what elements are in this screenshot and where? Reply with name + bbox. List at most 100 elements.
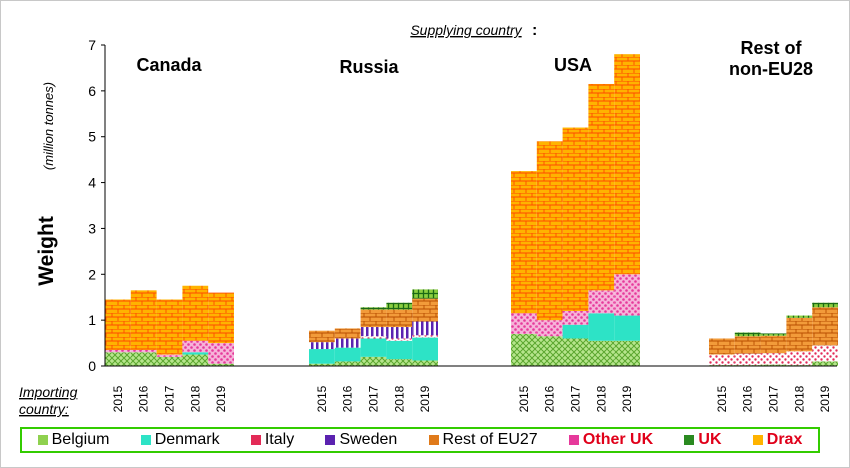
x-tick-label: 2015 bbox=[111, 385, 125, 412]
supplying-country-header: Supplying country bbox=[410, 22, 522, 38]
legend-item-uk: UK bbox=[684, 431, 722, 449]
bar-segment-other-uk bbox=[562, 310, 589, 325]
x-tick-label: 2018 bbox=[392, 385, 406, 412]
bar-segment-belgium bbox=[156, 356, 183, 366]
bar-segment-rest-of-eu27 bbox=[309, 330, 335, 343]
x-tick-label: 2017 bbox=[163, 385, 177, 412]
bar-segment-rest-of-eu27 bbox=[734, 336, 761, 354]
bar-segment-denmark bbox=[334, 347, 361, 362]
legend-swatch bbox=[684, 435, 695, 445]
bar-segment-belgium bbox=[536, 336, 563, 366]
x-tick-label: 2019 bbox=[418, 385, 432, 412]
bar-segment-belgium bbox=[208, 363, 234, 366]
bar-segment-belgium bbox=[386, 359, 413, 366]
legend-label: Denmark bbox=[154, 431, 220, 448]
x-axis-labels: 2015 2016 2017 2018 2019 2015 2016 2017 2018 2019… bbox=[111, 385, 832, 412]
legend-item-rest-of-eu27: Rest of EU27 bbox=[428, 431, 538, 449]
group-label-russia: Russia bbox=[339, 57, 399, 77]
bar-segment-sweden bbox=[360, 327, 387, 337]
legend-label: Belgium bbox=[51, 431, 110, 448]
bar-segment-sweden bbox=[334, 338, 361, 348]
bar-segment-italy bbox=[386, 338, 413, 341]
bar-segment-drax bbox=[130, 290, 157, 350]
bar-segment-italy bbox=[360, 336, 387, 339]
y-tick-label: 1 bbox=[88, 312, 96, 328]
bar-segment-uk bbox=[386, 302, 413, 310]
legend-item-denmark: Denmark bbox=[140, 431, 220, 449]
x-tick-label: 2019 bbox=[620, 385, 634, 412]
bar-segment-other-uk bbox=[130, 349, 157, 353]
group-label-rest-of-non-eu28: Rest of bbox=[740, 38, 802, 58]
bar-segment-drax bbox=[511, 171, 537, 314]
bar-segment-belgium bbox=[562, 338, 589, 366]
x-tick-label: 2016 bbox=[137, 385, 151, 412]
bar-segment-other-uk bbox=[208, 343, 234, 364]
y-tick-label: 7 bbox=[88, 37, 96, 53]
bar-segment-denmark bbox=[309, 349, 335, 364]
bar-segment-rest-of-eu27 bbox=[334, 328, 361, 339]
legend-label: Italy bbox=[264, 431, 295, 448]
bar-segment-rest-of-eu27 bbox=[786, 317, 813, 352]
y-tick-label: 3 bbox=[88, 220, 96, 236]
bar-segment-drax bbox=[588, 83, 615, 291]
x-tick-label: 2015 bbox=[517, 385, 531, 412]
bar-segment-drax bbox=[182, 285, 209, 341]
importing-country-caption-line2: country: bbox=[19, 401, 69, 417]
legend-label: Sweden bbox=[339, 431, 398, 448]
legend-swatch bbox=[428, 435, 439, 445]
legend: Belgium Denmark Italy Sweden Rest of EU27 Oth… bbox=[20, 427, 820, 453]
bar-segment-denmark bbox=[386, 340, 413, 360]
bar-segment-belgium bbox=[130, 352, 157, 366]
bar-segment-rest-of-eu27 bbox=[412, 298, 438, 322]
bar-segment-other-uk bbox=[536, 320, 563, 337]
x-tick-label: 2018 bbox=[188, 385, 202, 412]
bar-segment-italy bbox=[734, 353, 761, 366]
bar-segment-other-uk bbox=[105, 349, 131, 353]
legend-item-belgium: Belgium bbox=[37, 431, 110, 449]
bar-segment-italy bbox=[760, 353, 787, 365]
legend-swatch bbox=[568, 435, 579, 445]
x-tick-label: 2015 bbox=[315, 385, 329, 412]
legend-label: Other UK bbox=[582, 431, 654, 448]
bar-segment-uk bbox=[812, 302, 838, 308]
bar-segment-drax bbox=[562, 127, 589, 311]
bar-segment-denmark bbox=[182, 352, 209, 355]
legend-item-sweden: Sweden bbox=[325, 431, 397, 449]
x-tick-label: 2017 bbox=[569, 385, 583, 412]
legend-swatch bbox=[37, 435, 48, 445]
bar-segment-denmark bbox=[562, 324, 589, 339]
bar-segment-other-uk bbox=[588, 290, 615, 314]
bar-segment-drax bbox=[536, 141, 563, 321]
y-tick-label: 2 bbox=[88, 266, 96, 282]
bar-segment-drax bbox=[156, 299, 183, 355]
legend-swatch bbox=[325, 435, 336, 445]
bar-segment-denmark bbox=[588, 313, 615, 341]
group-label-usa: USA bbox=[554, 55, 592, 75]
x-tick-label: 2016 bbox=[741, 385, 755, 412]
group-label-canada: Canada bbox=[136, 55, 202, 75]
bar-segment-rest-of-eu27 bbox=[760, 335, 787, 354]
x-tick-label: 2016 bbox=[341, 385, 355, 412]
x-tick-label: 2016 bbox=[543, 385, 557, 412]
bar-segment-belgium bbox=[105, 352, 131, 366]
bar-segment-drax bbox=[614, 54, 640, 275]
legend-item-drax: Drax bbox=[752, 431, 803, 449]
bar-segment-belgium bbox=[614, 340, 640, 366]
bar-segment-sweden bbox=[412, 321, 438, 336]
legend-label: Drax bbox=[766, 431, 803, 448]
bar-segment-rest-of-eu27 bbox=[386, 309, 413, 328]
supplying-country-colon: : bbox=[532, 22, 537, 39]
bar-segment-belgium bbox=[588, 340, 615, 366]
bar-segment-rest-of-eu27 bbox=[360, 309, 387, 328]
bar-segment-italy bbox=[709, 354, 735, 366]
bar-segment-belgium bbox=[812, 361, 838, 366]
bar-segment-uk bbox=[786, 315, 813, 318]
importing-country-caption-line1: Importing bbox=[19, 384, 78, 400]
bar-segment-italy bbox=[412, 335, 438, 338]
bar-segment-other-uk bbox=[511, 313, 537, 334]
bar-segment-belgium bbox=[182, 354, 209, 366]
bar-segment-italy bbox=[812, 345, 838, 362]
legend-swatch bbox=[250, 435, 261, 445]
